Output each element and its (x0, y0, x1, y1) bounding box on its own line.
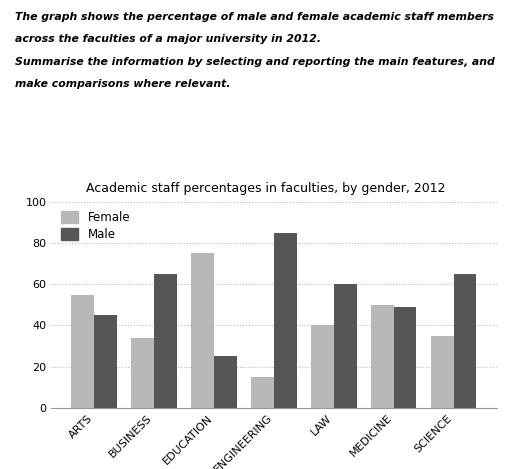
Bar (394, 307, 416, 408)
Bar (274, 233, 296, 408)
Bar (94, 315, 117, 408)
Bar (431, 336, 454, 408)
Text: make comparisons where relevant.: make comparisons where relevant. (15, 79, 231, 89)
Bar (454, 274, 476, 408)
Text: Academic staff percentages in faculties, by gender, 2012: Academic staff percentages in faculties,… (87, 182, 446, 195)
Bar (311, 325, 334, 408)
Bar (214, 356, 237, 408)
Legend: Female, Male: Female, Male (57, 208, 134, 244)
Text: The graph shows the percentage of male and female academic staff members: The graph shows the percentage of male a… (15, 12, 495, 22)
Bar (132, 338, 154, 408)
Bar (251, 377, 274, 408)
Bar (371, 305, 394, 408)
Bar (191, 253, 214, 408)
Text: Summarise the information by selecting and reporting the main features, and: Summarise the information by selecting a… (15, 57, 495, 67)
Bar (334, 284, 356, 408)
Text: across the faculties of a major university in 2012.: across the faculties of a major universi… (15, 34, 322, 44)
Bar (154, 274, 177, 408)
Bar (72, 295, 94, 408)
